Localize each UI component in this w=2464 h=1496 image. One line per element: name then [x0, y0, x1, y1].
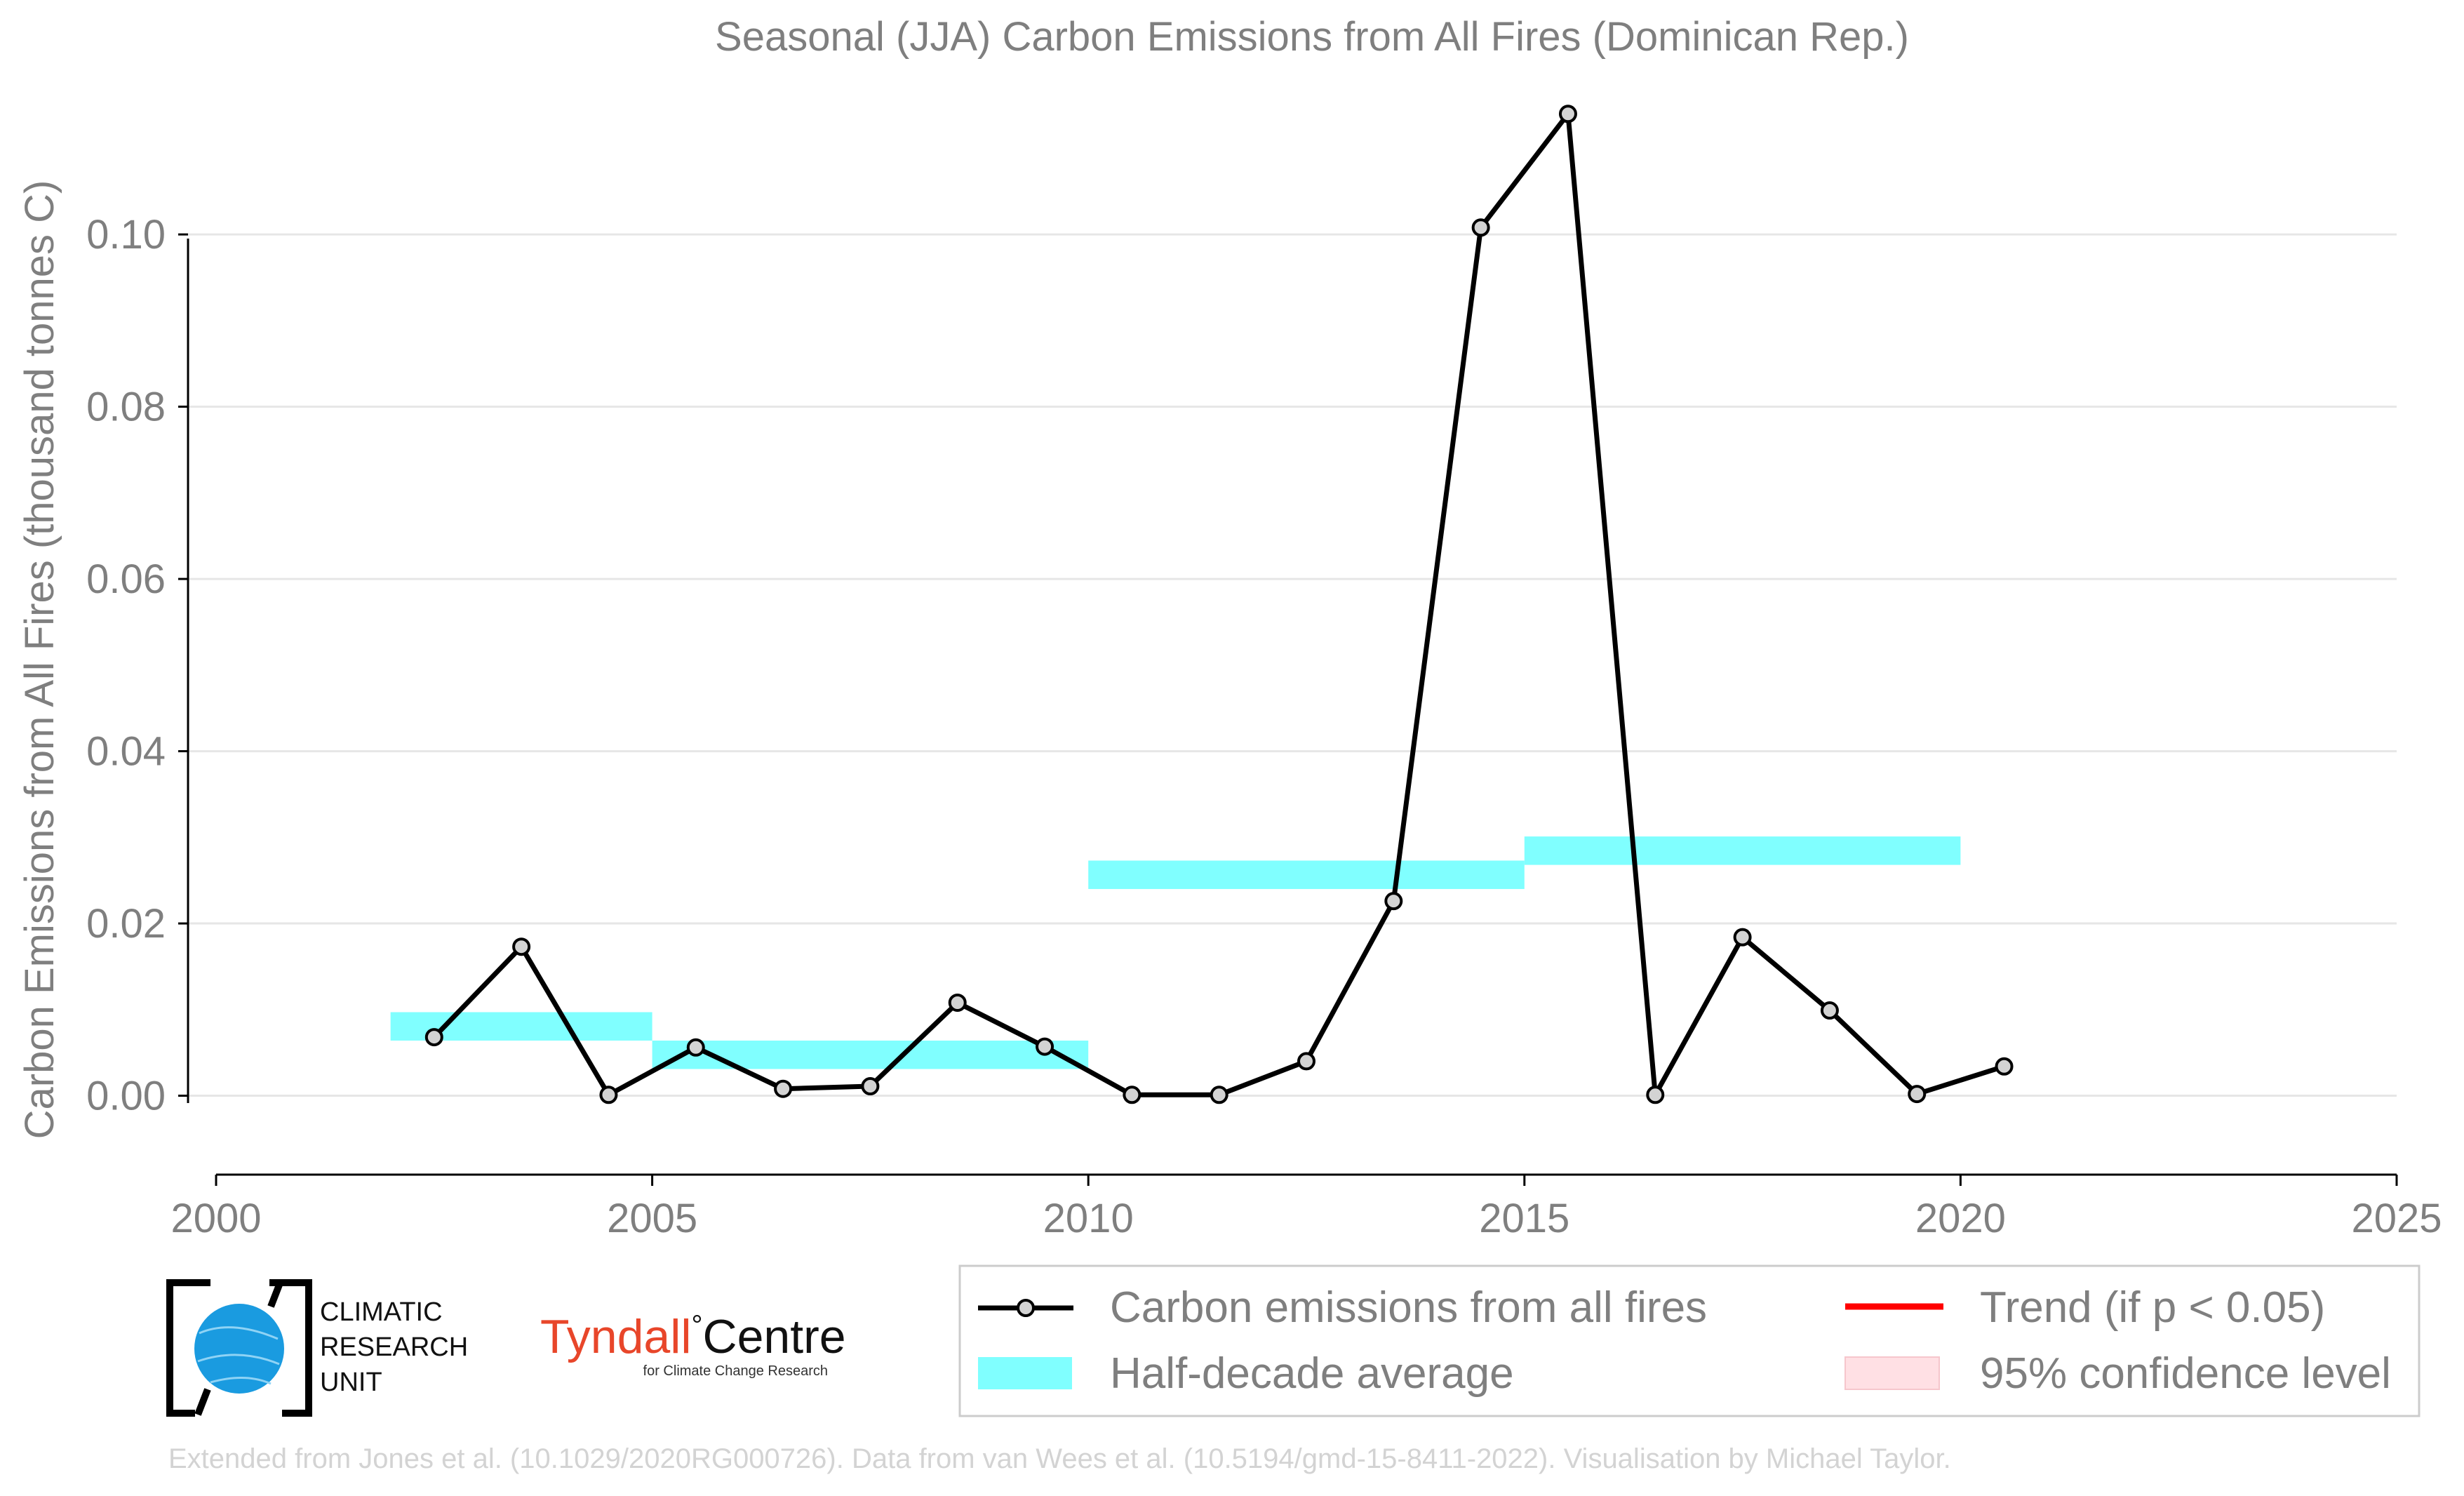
half-decade-band — [1088, 860, 1525, 889]
emissions-point — [774, 1079, 793, 1098]
x-tick-label: 2015 — [1479, 1196, 1569, 1241]
emissions-point — [1646, 1086, 1665, 1104]
y-axis-label: Carbon Emissions from All Fires (thousan… — [17, 180, 62, 1140]
emissions-point — [1471, 218, 1490, 237]
emissions-point — [599, 1086, 618, 1104]
tyndall-logo: Tyndall°Centre for Climate Change Resear… — [540, 1310, 846, 1379]
legend-label-confidence: 95% confidence level — [1980, 1349, 2391, 1398]
emissions-point — [1297, 1052, 1315, 1071]
x-tick-label: 2020 — [1915, 1196, 2006, 1241]
globe-icon — [194, 1304, 284, 1394]
legend: Carbon emissions from all fires Trend (i… — [958, 1264, 2421, 1417]
x-tick-label: 2010 — [1043, 1196, 1134, 1241]
y-tick-label: 0.02 — [86, 901, 166, 947]
chart-title: Seasonal (JJA) Carbon Emissions from All… — [715, 14, 1909, 60]
gridlines — [188, 233, 2397, 1097]
emissions-series — [424, 105, 2014, 1104]
cru-text-line3: UNIT — [320, 1368, 382, 1397]
x-tick-label: 2005 — [607, 1196, 697, 1241]
legend-half-decade-swatch — [978, 1357, 1072, 1389]
cru-bracket-left — [166, 1279, 210, 1417]
cru-text-line2: RESEARCH — [320, 1333, 468, 1362]
emissions-point — [1384, 892, 1403, 911]
cru-slash-top — [267, 1280, 284, 1308]
emissions-point — [512, 937, 531, 956]
cru-text-line1: CLIMATIC — [320, 1297, 443, 1327]
x-tick-label: 2000 — [170, 1196, 261, 1241]
legend-label-half-decade: Half-decade average — [1110, 1349, 1514, 1398]
tyndall-degree: ° — [691, 1310, 702, 1341]
x-ticks: 2000 2005 2010 2015 2020 2025 — [170, 1175, 2442, 1241]
emissions-point — [1558, 105, 1577, 123]
y-tick-label: 0.00 — [86, 1074, 166, 1119]
tyndall-centre: Centre — [702, 1310, 845, 1363]
cru-bracket-right — [269, 1279, 312, 1417]
x-tick-label: 2025 — [2351, 1196, 2442, 1241]
half-decade-band — [652, 1040, 1089, 1069]
legend-box — [958, 1264, 2421, 1417]
emissions-point — [861, 1077, 880, 1096]
emissions-point — [948, 993, 967, 1012]
y-ticks: 0.00 0.02 0.04 0.06 0.08 0.10 — [86, 212, 188, 1119]
cru-slash-bottom — [194, 1388, 211, 1416]
emissions-line — [432, 111, 2005, 1097]
y-tick-label: 0.08 — [86, 385, 166, 430]
legend-label-emissions: Carbon emissions from all fires — [1110, 1283, 1707, 1332]
credit-text: Extended from Jones et al. (10.1029/2020… — [168, 1443, 1951, 1474]
y-tick-label: 0.10 — [86, 212, 166, 258]
tyndall-name: Tyndall — [540, 1310, 691, 1363]
emissions-point — [1995, 1057, 2014, 1076]
y-tick-label: 0.04 — [86, 729, 166, 775]
globe-icon-swirl — [197, 1326, 280, 1385]
legend-marker-icon — [1017, 1299, 1035, 1317]
legend-confidence-swatch — [1844, 1356, 1940, 1390]
emissions-point — [1733, 928, 1752, 947]
half-decade-bands — [390, 836, 1961, 1069]
cru-logo: CLIMATIC RESEARCH UNIT — [166, 1279, 468, 1417]
emissions-point — [1210, 1086, 1228, 1104]
emissions-point — [1036, 1037, 1054, 1056]
emissions-point — [686, 1038, 705, 1057]
y-tick-label: 0.06 — [86, 556, 166, 602]
emissions-point — [1820, 1001, 1839, 1020]
half-decade-band — [1524, 836, 1961, 865]
emissions-point — [424, 1028, 443, 1047]
tyndall-subtitle: for Climate Change Research — [643, 1363, 828, 1379]
emissions-point — [1123, 1086, 1141, 1104]
tyndall-wordmark: Tyndall°Centre — [540, 1310, 846, 1363]
legend-label-trend: Trend (if p < 0.05) — [1980, 1283, 2325, 1332]
emissions-point — [1908, 1085, 1927, 1104]
